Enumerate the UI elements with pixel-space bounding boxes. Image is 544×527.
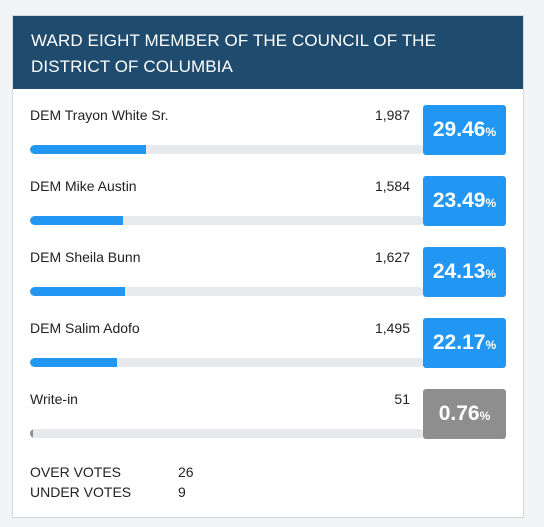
candidate-name: DEM Salim Adofo xyxy=(30,320,140,336)
candidate-votes: 1,987 xyxy=(374,107,410,123)
candidate-row: Write-in 51 0.76% xyxy=(13,389,523,451)
candidate-votes: 1,495 xyxy=(374,320,410,336)
over-votes-row: OVER VOTES 26 xyxy=(30,462,194,482)
over-votes-label: OVER VOTES xyxy=(30,464,122,480)
candidate-votes: 51 xyxy=(394,391,410,407)
vote-share-bar xyxy=(30,358,424,367)
candidate-row: DEM Salim Adofo 1,495 22.17% xyxy=(13,318,523,380)
contest-title: WARD EIGHT MEMBER OF THE COUNCIL OF THE … xyxy=(13,16,523,89)
candidate-row: DEM Sheila Bunn 1,627 24.13% xyxy=(13,247,523,309)
results-card: WARD EIGHT MEMBER OF THE COUNCIL OF THE … xyxy=(12,15,524,518)
candidate-name: Write-in xyxy=(30,391,78,407)
percent-symbol: % xyxy=(485,196,497,210)
vote-share-fill xyxy=(30,358,118,367)
over-votes-value: 26 xyxy=(178,464,194,480)
candidate-votes: 1,627 xyxy=(374,249,410,265)
vote-share-fill xyxy=(30,429,33,438)
candidate-name: DEM Sheila Bunn xyxy=(30,249,141,265)
under-votes-label: UNDER VOTES xyxy=(30,484,132,500)
candidate-row: DEM Mike Austin 1,584 23.49% xyxy=(13,176,523,238)
percent-symbol: % xyxy=(485,125,497,139)
vote-share-fill xyxy=(30,287,126,296)
percent-value: 22.17 xyxy=(432,331,486,354)
candidate-row: DEM Trayon White Sr. 1,987 29.46% xyxy=(13,105,523,167)
percent-badge: 22.17% xyxy=(423,318,506,368)
under-votes-value: 9 xyxy=(178,484,186,500)
vote-share-fill xyxy=(30,216,123,225)
vote-share-bar xyxy=(30,216,424,225)
under-votes-row: UNDER VOTES 9 xyxy=(30,482,194,502)
percent-badge: 23.49% xyxy=(423,176,506,226)
candidate-votes: 1,584 xyxy=(374,178,410,194)
vote-share-fill xyxy=(30,145,147,154)
vote-summary: OVER VOTES 26 UNDER VOTES 9 xyxy=(30,462,194,502)
percent-badge: 29.46% xyxy=(423,105,506,155)
percent-symbol: % xyxy=(479,409,491,423)
vote-share-bar xyxy=(30,287,424,296)
vote-share-bar xyxy=(30,145,424,154)
percent-badge: 24.13% xyxy=(423,247,506,297)
vote-share-bar xyxy=(30,429,424,438)
percent-value: 24.13 xyxy=(432,260,486,283)
percent-symbol: % xyxy=(485,338,497,352)
percent-badge: 0.76% xyxy=(423,389,506,439)
percent-symbol: % xyxy=(485,267,497,281)
percent-value: 23.49 xyxy=(432,189,486,212)
candidate-name: DEM Mike Austin xyxy=(30,178,137,194)
percent-value: 29.46 xyxy=(432,118,486,141)
percent-value: 0.76 xyxy=(438,402,480,425)
candidate-name: DEM Trayon White Sr. xyxy=(30,107,169,123)
